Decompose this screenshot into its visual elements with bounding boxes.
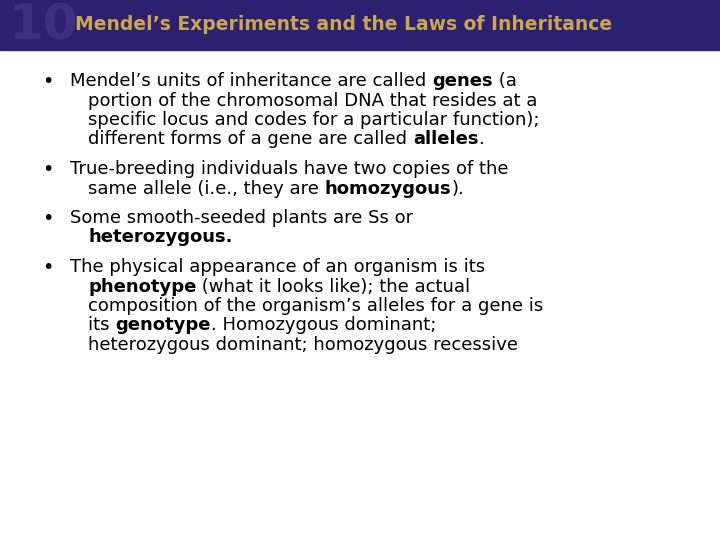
- Text: different forms of a gene are called: different forms of a gene are called: [88, 131, 413, 149]
- Text: composition of the organism’s alleles for a gene is: composition of the organism’s alleles fo…: [88, 297, 544, 315]
- Text: alleles: alleles: [413, 131, 478, 149]
- Bar: [0, 0, 720, 50]
- Text: same allele (i.e., they are: same allele (i.e., they are: [88, 179, 325, 198]
- Text: . Homozygous dominant;: . Homozygous dominant;: [211, 316, 436, 334]
- Text: heterozygous dominant; homozygous recessive: heterozygous dominant; homozygous recess…: [88, 336, 518, 354]
- Text: specific locus and codes for a particular function);: specific locus and codes for a particula…: [88, 111, 539, 129]
- Text: genotype: genotype: [115, 316, 211, 334]
- Text: phenotype: phenotype: [88, 278, 197, 295]
- Text: portion of the chromosomal DNA that resides at a: portion of the chromosomal DNA that resi…: [88, 91, 537, 110]
- Text: Mendel’s Experiments and the Laws of Inheritance: Mendel’s Experiments and the Laws of Inh…: [75, 16, 612, 35]
- Text: True-breeding individuals have two copies of the: True-breeding individuals have two copie…: [70, 160, 508, 178]
- Text: .: .: [478, 131, 484, 149]
- Text: •: •: [42, 258, 54, 277]
- Text: heterozygous.: heterozygous.: [88, 228, 233, 246]
- Text: its: its: [88, 316, 115, 334]
- Text: Mendel’s units of inheritance are called: Mendel’s units of inheritance are called: [70, 72, 432, 90]
- Text: 10: 10: [8, 1, 78, 49]
- Text: •: •: [42, 160, 54, 179]
- Text: •: •: [42, 72, 54, 91]
- Text: homozygous: homozygous: [325, 179, 451, 198]
- Text: •: •: [42, 209, 54, 228]
- Text: The physical appearance of an organism is its: The physical appearance of an organism i…: [70, 258, 485, 276]
- Text: (what it looks like); the actual: (what it looks like); the actual: [197, 278, 470, 295]
- Text: (a: (a: [492, 72, 516, 90]
- Text: genes: genes: [432, 72, 492, 90]
- Text: ).: ).: [451, 179, 464, 198]
- Text: Some smooth-seeded plants are Ss or: Some smooth-seeded plants are Ss or: [70, 209, 413, 227]
